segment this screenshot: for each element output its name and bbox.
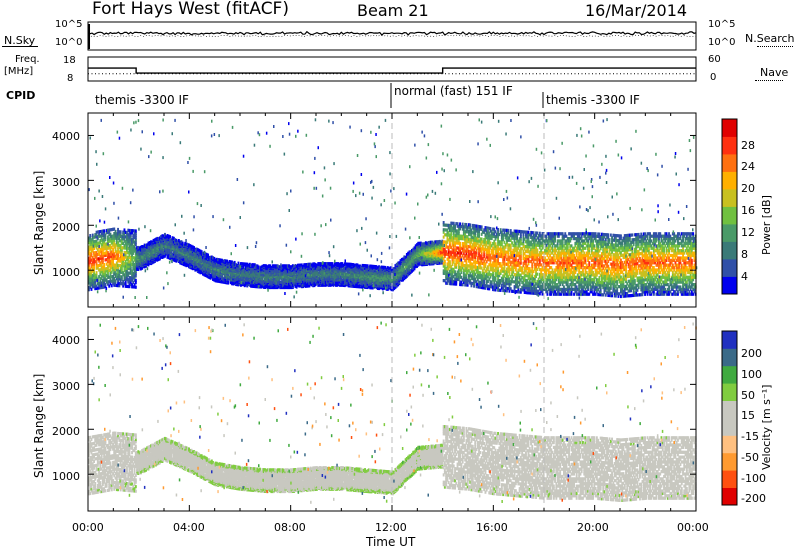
power-cell <box>103 263 105 266</box>
power-panel <box>88 113 697 307</box>
freq-line <box>88 68 696 73</box>
freq-frame <box>88 57 696 81</box>
power-cell <box>135 286 137 289</box>
nsky-panel <box>88 22 696 50</box>
power-cell <box>96 271 98 274</box>
nsearch-line <box>88 35 696 37</box>
nsky-line <box>88 32 696 35</box>
power-cell <box>169 235 171 238</box>
power-cell <box>89 234 91 237</box>
nsky-frame <box>88 22 696 50</box>
power-cell <box>103 229 105 232</box>
power-cell <box>135 229 137 232</box>
freq-panel <box>88 57 696 81</box>
power-cell <box>135 279 137 282</box>
power-cell <box>227 281 229 284</box>
power-cell <box>120 230 122 233</box>
nsky-series <box>88 24 696 49</box>
power-cell <box>238 262 240 265</box>
freq-series <box>88 68 696 74</box>
